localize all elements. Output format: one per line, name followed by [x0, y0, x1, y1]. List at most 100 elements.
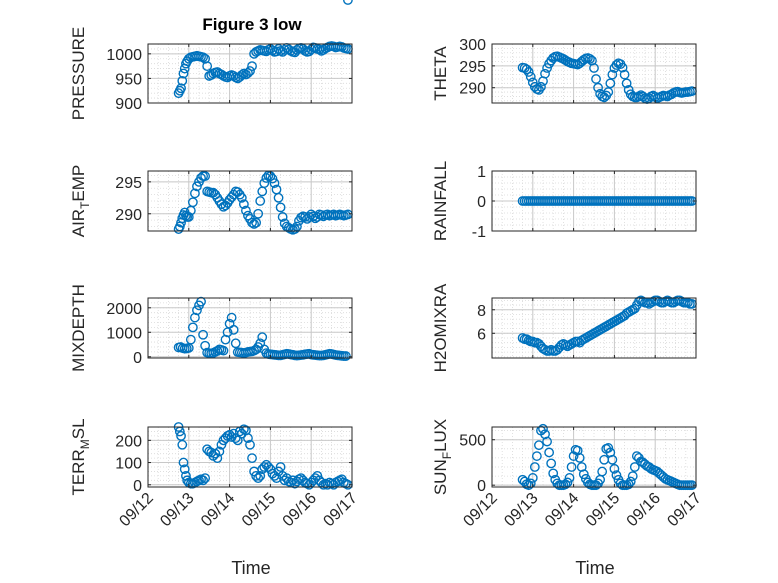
data-point	[192, 305, 202, 316]
x-tick-label: 09/12	[460, 490, 500, 530]
x-tick-label: 09/14	[198, 490, 238, 530]
data-point	[245, 439, 255, 450]
data-point	[625, 476, 636, 487]
data-point	[196, 296, 206, 307]
data-point	[277, 212, 288, 222]
x-axis-title-right: Time	[575, 558, 614, 578]
x-tick-label: 09/15	[583, 490, 623, 530]
x-tick-label: 09/14	[542, 490, 582, 530]
data-point	[617, 62, 628, 73]
data-point	[247, 61, 257, 72]
y-tick-label: 500	[459, 433, 486, 450]
x-tick-label: 09/13	[157, 490, 197, 530]
data-point	[247, 453, 257, 464]
data-point	[249, 219, 259, 229]
y-axis-label: PRESSURE	[69, 27, 88, 121]
data-point	[538, 423, 548, 434]
y-tick-label: 1000	[106, 325, 142, 342]
data-point	[198, 52, 208, 63]
x-tick-label: 09/13	[501, 490, 541, 530]
y-axis-label: AIRTEMP	[69, 165, 92, 238]
data-point	[200, 340, 211, 351]
y-tick-label: 8	[477, 303, 486, 320]
panel-h2omixra: 6 8 H2OMIXRA	[431, 283, 697, 372]
data-point	[525, 478, 536, 489]
data-point	[269, 178, 280, 189]
data-point	[200, 171, 211, 182]
data-point	[585, 53, 595, 64]
data-point	[517, 333, 528, 343]
data-point	[212, 453, 223, 464]
data-point	[275, 462, 286, 472]
data-point	[230, 338, 241, 349]
data-point	[343, 0, 353, 5]
x-axis-title-left: Time	[231, 558, 270, 578]
axes-frame	[147, 43, 353, 104]
x-tick-label: 09/12	[116, 490, 156, 530]
data-point	[340, 351, 351, 361]
y-tick-label: 6	[477, 326, 486, 343]
data-point	[589, 63, 599, 73]
y-axis-label: SUNFLUX	[431, 419, 454, 495]
data-point	[546, 458, 557, 469]
data-point	[243, 433, 253, 444]
data-point	[187, 197, 198, 208]
data-point	[216, 199, 227, 210]
data-point	[179, 464, 190, 475]
data-point	[187, 322, 198, 333]
axes-frame	[491, 43, 697, 104]
y-tick-label: 0	[477, 478, 486, 495]
axes-frame	[491, 297, 697, 359]
panel-air_temp: 290 295 AIRTEMP	[69, 165, 353, 238]
y-tick-label: 295	[459, 59, 486, 76]
data-point	[226, 312, 237, 323]
data-point	[521, 64, 532, 75]
data-point	[257, 332, 268, 343]
data-point	[177, 439, 188, 450]
data-point	[177, 75, 188, 86]
data-point	[682, 297, 693, 308]
y-axis-label: RAINFALL	[431, 161, 450, 241]
data-point	[218, 345, 229, 356]
y-axis-label: TERRMSL	[69, 418, 92, 495]
data-point	[198, 329, 208, 340]
data-point	[536, 81, 546, 92]
data-point	[527, 336, 538, 347]
data-point	[245, 66, 255, 76]
axes-frame	[147, 426, 353, 488]
data-point	[603, 87, 614, 97]
data-point	[228, 324, 239, 335]
panel-theta: 290 295 300 THETA	[431, 37, 697, 104]
y-tick-label: 290	[115, 207, 142, 224]
data-point	[176, 83, 186, 94]
y-tick-label: 295	[115, 175, 142, 192]
y-tick-label: 1000	[106, 47, 142, 64]
data-point	[564, 473, 575, 483]
data-point	[178, 457, 189, 468]
x-tick-label: 09/16	[280, 490, 320, 530]
data-point	[289, 224, 300, 234]
y-tick-label: 950	[115, 71, 142, 88]
y-tick-label: 300	[459, 37, 486, 54]
data-point	[609, 463, 620, 474]
data-point	[534, 440, 544, 451]
data-point	[178, 68, 189, 79]
data-point	[523, 67, 534, 77]
data-point	[251, 470, 262, 481]
data-point	[200, 473, 211, 484]
axes-frame	[147, 297, 353, 359]
axes-frame	[147, 170, 353, 232]
data-point	[185, 334, 196, 345]
data-point	[255, 196, 266, 206]
data-point	[192, 181, 202, 192]
data-point	[591, 74, 601, 84]
data-point	[529, 462, 540, 472]
panel-mixdepth: 0 1000 2000 MIXDEPTH	[69, 0, 353, 372]
data-point	[605, 78, 616, 89]
y-tick-label: 0	[477, 194, 486, 211]
x-tick-label: 09/16	[624, 490, 664, 530]
data-point	[251, 217, 262, 228]
y-tick-label: 900	[115, 96, 142, 113]
